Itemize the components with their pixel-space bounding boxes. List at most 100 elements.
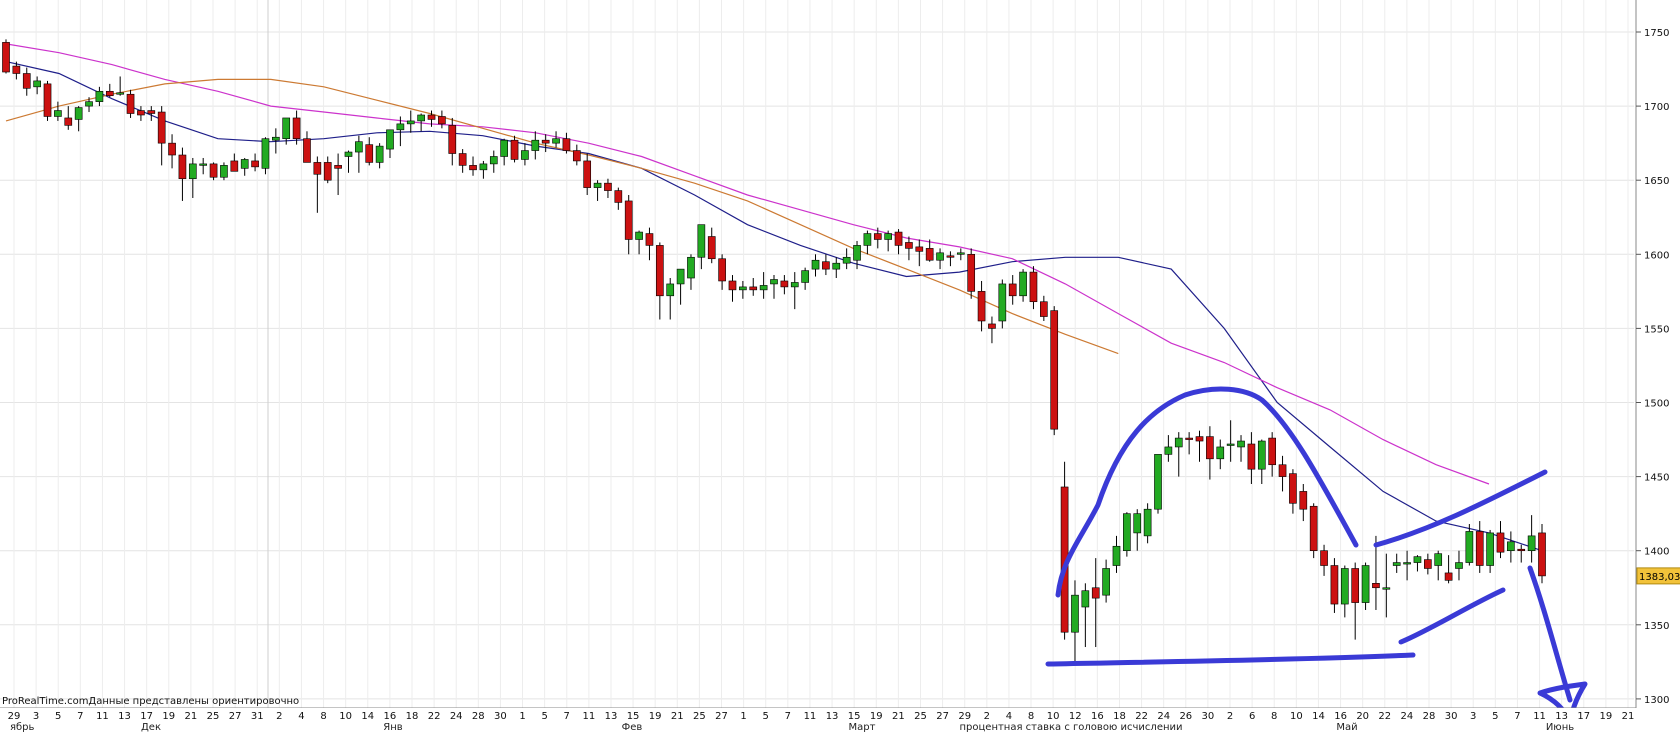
candle-body (780, 280, 789, 288)
candle (1507, 531, 1515, 563)
candle (240, 157, 249, 176)
candle-body (1299, 491, 1308, 510)
x-tick-label: 15 (848, 711, 861, 722)
candle (85, 97, 93, 113)
x-tick-label: 13 (1555, 711, 1568, 722)
candle-body (1008, 283, 1017, 297)
candle (1143, 503, 1152, 544)
x-tick-label: 30 (1445, 711, 1458, 722)
candle (967, 248, 976, 299)
x-tick-label: 19 (870, 711, 883, 722)
candle-body (946, 255, 955, 258)
x-axis-band (0, 708, 1636, 733)
candle-body (251, 160, 259, 168)
candle-body (1133, 513, 1142, 534)
candle (1486, 529, 1494, 573)
candle (116, 76, 124, 96)
candle (1029, 266, 1038, 310)
candle (915, 239, 924, 267)
candle (489, 150, 498, 173)
candle-body (1382, 587, 1391, 590)
candle-body (998, 283, 1007, 322)
candle (749, 278, 758, 296)
x-tick-label: 17 (140, 711, 153, 722)
candle-body (1372, 583, 1380, 589)
x-tick-label: 25 (914, 711, 927, 722)
x-tick-label: 2 (1227, 711, 1233, 722)
candle (1320, 544, 1328, 576)
down-arrow-shaft-annotation (1527, 565, 1573, 703)
candle (635, 230, 643, 255)
candle (1299, 484, 1308, 522)
candle-body (406, 120, 415, 125)
candle (1174, 432, 1183, 477)
candle (22, 67, 31, 96)
candle (956, 248, 965, 261)
candle (1133, 509, 1142, 551)
candle-body (137, 110, 145, 116)
candle-body (936, 252, 944, 261)
candle-body (645, 233, 654, 246)
candle (1019, 269, 1027, 302)
candle (905, 236, 913, 261)
candle-body (1237, 440, 1245, 448)
candle-body (811, 259, 820, 270)
candle-body (188, 163, 197, 180)
candle (1403, 550, 1411, 581)
candle (676, 268, 685, 305)
candle-body (448, 125, 457, 154)
x-tick-label: 13 (118, 711, 131, 722)
candle-body (739, 286, 747, 291)
x-tick-label: 14 (361, 711, 374, 722)
candle-body (1112, 545, 1121, 566)
candle-body (1434, 553, 1443, 566)
candle (64, 106, 73, 130)
candle (925, 239, 934, 262)
candle-body (168, 142, 176, 156)
candle (1382, 553, 1391, 618)
candle-body (1278, 464, 1287, 477)
x-tick-label: 18 (406, 711, 419, 722)
candle-body (344, 151, 353, 157)
x-tick-label: 11 (582, 711, 595, 722)
candle-body (1403, 562, 1411, 565)
candle-body (386, 129, 394, 150)
candle-body (157, 111, 166, 144)
candle (707, 227, 716, 264)
candle (1372, 535, 1380, 610)
month-label: Дек (141, 722, 161, 733)
y-tick-label: 1450 (1644, 473, 1669, 484)
candle-body (1361, 565, 1370, 603)
candle-body (1247, 443, 1256, 470)
last-price-tag: 1383,030 (1636, 567, 1680, 585)
hand-drawn-annotations (1045, 386, 1588, 725)
candle-body (323, 162, 332, 181)
x-tick-label: 5 (541, 711, 547, 722)
candle (199, 157, 208, 175)
x-tick-label: 5 (763, 711, 769, 722)
candle-body (1195, 436, 1204, 442)
candle-body (147, 110, 156, 114)
candle-body (801, 270, 809, 283)
candle (1434, 550, 1443, 581)
candle-body (988, 323, 996, 329)
x-tick-label: 17 (1577, 711, 1590, 722)
candle-body (54, 110, 62, 117)
candle-body (832, 262, 841, 270)
candle (1071, 580, 1079, 662)
candle-body (593, 182, 602, 188)
time-axis: 29 3 5 7 11 13 17 19 21 25 27 31 2 4 8 10 14 16 18 22 24 28 30… (0, 707, 1636, 733)
x-tick-label: 30 (494, 711, 507, 722)
candles (2, 39, 1546, 662)
candle-body (417, 114, 425, 122)
x-tick-label: 11 (96, 711, 109, 722)
candle (1278, 455, 1287, 492)
y-tick-label: 1700 (1644, 102, 1669, 113)
candle-body (1517, 548, 1526, 552)
candle-body (240, 159, 249, 169)
candle (178, 147, 187, 201)
candle-body (728, 280, 737, 291)
x-tick-label: 1 (740, 711, 746, 722)
candle (552, 131, 560, 148)
